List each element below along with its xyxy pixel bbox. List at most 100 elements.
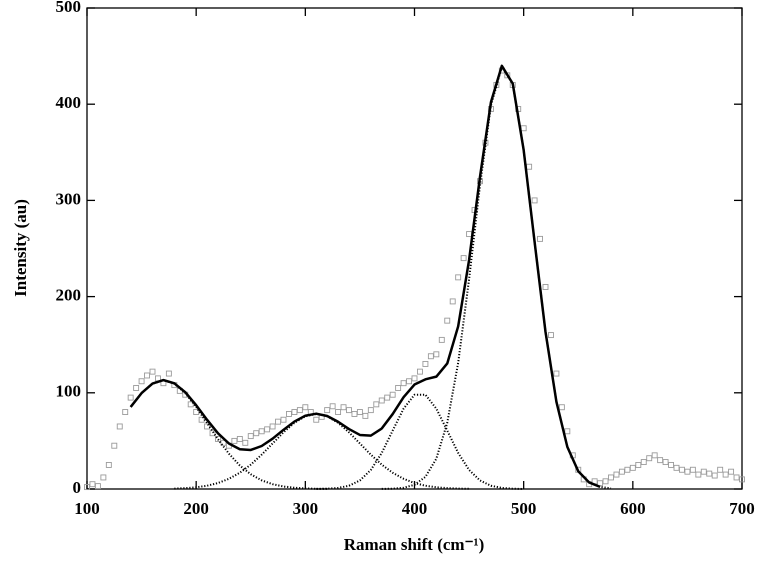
data-point [149,368,156,375]
data-point [553,370,560,377]
data-point [264,426,271,433]
data-point [367,407,374,414]
data-point [296,407,303,414]
data-point [558,404,565,411]
x-tick-label: 300 [293,499,319,518]
x-tick-label: 100 [74,499,100,518]
data-point [105,462,112,468]
data-point [695,471,702,478]
data-point [668,462,674,468]
data-point [455,274,462,281]
x-tick-label: 600 [620,499,646,518]
data-point [253,430,260,437]
data-point [187,401,194,408]
data-point [733,474,740,481]
data-point [466,231,473,238]
data-point [662,459,669,466]
data-point [220,439,227,446]
data-point [520,125,527,132]
data-point [242,439,249,446]
data-point [526,163,533,170]
data-point [215,436,221,442]
data-point [689,466,696,473]
data-point [329,403,336,410]
data-point [378,397,385,404]
fit-curve [129,64,601,489]
plot-frame [86,7,743,490]
data-point [411,375,418,382]
data-point [427,353,434,360]
data-point [438,336,445,343]
data-point [373,401,380,408]
data-point [231,437,238,444]
data-point [400,380,407,387]
data-point [313,416,320,423]
data-point [602,478,609,485]
data-point [362,412,369,419]
data-point [204,423,211,430]
data-point [356,409,363,415]
data-point [302,404,309,411]
x-axis-label: Raman shift (cm⁻¹) [344,535,485,554]
data-point [84,484,90,491]
x-tick-label: 200 [183,499,209,518]
data-point [635,462,642,468]
data-point [340,404,347,411]
y-tick-label: 500 [56,0,82,16]
x-tick-label: 500 [511,499,537,518]
data-point [165,370,172,377]
y-axis-label: Intensity (au) [11,199,30,297]
component-curve [129,379,328,490]
data-point [651,452,658,459]
data-point [269,423,276,430]
data-point [706,470,713,477]
data-point [624,466,631,473]
data-point [449,298,456,305]
data-point [280,416,287,423]
y-tick-label: 400 [56,93,82,112]
data-point [384,394,391,401]
data-point [247,433,254,440]
data-point [275,418,281,425]
data-point [193,409,200,415]
data-point [700,468,707,475]
data-point [422,360,429,367]
data-point [89,481,96,488]
data-point [722,471,729,478]
data-point [133,385,140,391]
data-point [335,409,342,415]
data-point [717,466,724,473]
data-point [144,372,150,379]
data-point [444,317,451,324]
data-point [291,409,298,415]
data-point [618,468,625,475]
component-curve [381,65,612,490]
data-point [389,391,396,398]
data-point [324,407,331,414]
data-point [433,351,440,358]
y-tick-label: 200 [56,286,82,305]
data-point [646,455,653,462]
data-point [395,385,402,391]
data-point [711,472,718,479]
data-point [537,235,543,242]
data-point [286,411,292,417]
data-point [629,464,636,471]
y-tick-label: 300 [56,189,82,208]
data-point [209,430,216,437]
data-point [613,471,620,478]
data-point [116,423,123,430]
data-point [236,436,243,442]
data-point [417,368,423,375]
data-point [728,468,735,475]
data-point [127,394,134,401]
data-point [460,255,467,262]
data-point [673,464,680,471]
y-tick-label: 0 [73,478,82,497]
data-point [608,474,614,481]
data-point [531,197,538,204]
x-tick-label: 700 [729,499,755,518]
data-point [679,466,685,473]
data-point [406,378,412,385]
